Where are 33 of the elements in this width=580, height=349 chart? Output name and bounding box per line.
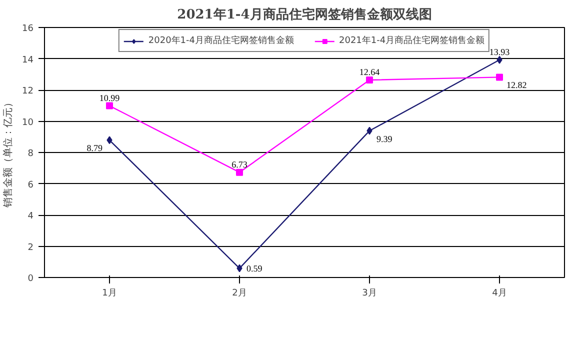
point (236, 264, 242, 272)
data-label: 8.79 (86, 143, 103, 154)
point (106, 136, 112, 144)
chart-title: 2021年1-4月商品住宅网签销售金额双线图 (177, 6, 432, 22)
x-tick-label: 1月 (102, 288, 117, 298)
x-tick-label: 3月 (362, 288, 377, 298)
y-tick-label: 4 (28, 212, 34, 222)
y-tick-label: 8 (28, 149, 34, 159)
point (366, 126, 372, 135)
y-tick-label: 6 (28, 180, 34, 190)
data-label: 12.64 (359, 67, 380, 77)
y-tick-label: 14 (22, 55, 34, 66)
y-tick-label: 10 (22, 118, 34, 128)
y-tick-label: 12 (22, 86, 34, 96)
data-label: 10.99 (99, 92, 120, 103)
x-tick-label: 4月 (492, 288, 507, 298)
data-label: 12.82 (506, 80, 527, 90)
data-label: 0.59 (246, 263, 263, 274)
data-label: 9.39 (376, 134, 393, 144)
y-tick-label: 0 (28, 274, 34, 284)
legend-label: 2021年1-4月商品住宅网签销售金额 (339, 34, 485, 47)
point (496, 56, 502, 64)
data-label: 6.73 (232, 159, 248, 170)
x-tick-label: 2月 (232, 288, 247, 298)
data-label: 13.93 (489, 46, 510, 57)
point (236, 168, 243, 176)
point (106, 102, 113, 110)
y-tick-label: 2 (28, 242, 34, 253)
legend-label: 2020年1-4月商品住宅网签销售金额 (148, 34, 294, 47)
point (496, 74, 503, 81)
y-axis-title: 销售金额（单位：亿元） (2, 98, 14, 208)
point (366, 76, 373, 84)
y-tick-label: 16 (22, 24, 34, 34)
